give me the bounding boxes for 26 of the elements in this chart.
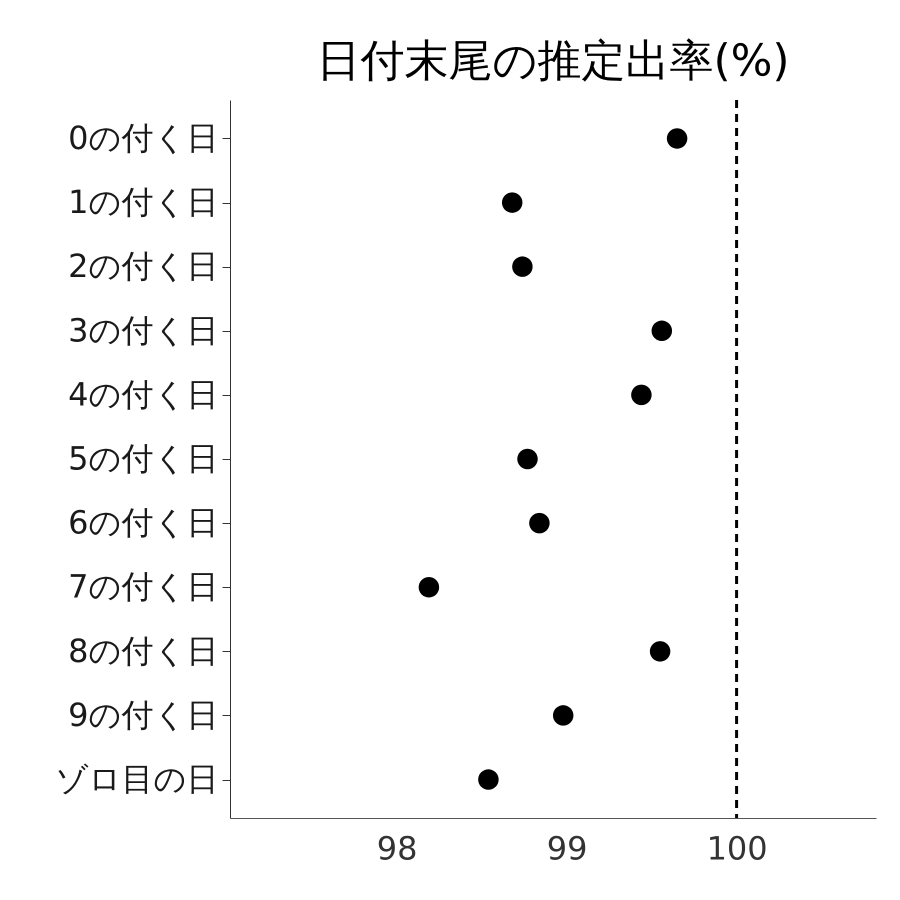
- y-tick-label: 3の付く日: [68, 311, 218, 350]
- point: [512, 256, 533, 277]
- point: [666, 128, 688, 149]
- point: [631, 384, 652, 406]
- y-tick-label: 1の付く日: [68, 183, 218, 222]
- point: [418, 576, 440, 598]
- y-tick-label: ゾロ目の日: [56, 760, 218, 798]
- point: [652, 320, 672, 342]
- y-tick-label: 0の付く日: [68, 118, 218, 157]
- y-tick-label: 2の付く日: [68, 247, 218, 286]
- y-tick-label: 8の付く日: [68, 632, 218, 670]
- x-tick-label: 98: [376, 830, 418, 868]
- point: [529, 512, 550, 534]
- point: [650, 641, 670, 662]
- x-tick-label: 100: [706, 830, 768, 868]
- point: [517, 448, 538, 470]
- y-tick-label: 6の付く日: [68, 504, 218, 542]
- point: [552, 705, 574, 726]
- y-tick-label: 7の付く日: [68, 568, 218, 606]
- point: [478, 769, 499, 790]
- y-tick-label: 4の付く日: [68, 375, 218, 414]
- point: [502, 192, 522, 213]
- chart-title: 日付末尾の推定出率(%): [316, 36, 790, 86]
- x-tick-label: 99: [546, 830, 588, 868]
- y-tick-label: 5の付く日: [68, 440, 218, 478]
- y-tick-label: 9の付く日: [68, 696, 218, 734]
